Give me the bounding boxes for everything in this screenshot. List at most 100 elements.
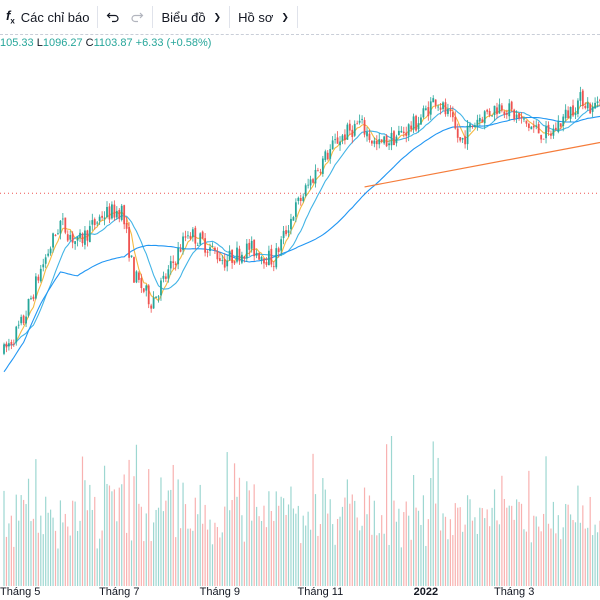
redo-button[interactable] bbox=[128, 0, 152, 34]
volume-bar bbox=[18, 520, 20, 586]
volume-bar bbox=[219, 537, 221, 586]
x-tick-label: Tháng 11 bbox=[297, 586, 344, 598]
volume-bar bbox=[371, 534, 373, 586]
volume-bar bbox=[332, 524, 334, 586]
volume-bar bbox=[312, 453, 314, 586]
candle-body bbox=[319, 171, 322, 173]
volume-bar bbox=[165, 500, 167, 586]
candle-body bbox=[179, 249, 182, 252]
volume-bar bbox=[25, 504, 27, 586]
candle-body bbox=[474, 125, 476, 128]
candle-body bbox=[172, 261, 175, 263]
candle-body bbox=[527, 123, 530, 128]
candle-body bbox=[189, 235, 192, 239]
candle-body bbox=[491, 115, 493, 117]
candle-body bbox=[218, 258, 221, 262]
volume-bar bbox=[23, 499, 25, 586]
candle-body bbox=[49, 248, 52, 254]
undo-button[interactable] bbox=[98, 0, 128, 34]
candle-body bbox=[177, 248, 180, 265]
candle-body bbox=[191, 229, 194, 238]
candle-body bbox=[25, 316, 27, 324]
volume-bar bbox=[197, 514, 199, 586]
candle-body bbox=[270, 248, 273, 265]
volume-bar bbox=[437, 457, 439, 586]
candle-body bbox=[3, 344, 5, 354]
volume-bar bbox=[287, 504, 290, 586]
candle-body bbox=[348, 123, 351, 131]
x-tick-label: Tháng 7 bbox=[99, 586, 140, 598]
candle-body bbox=[393, 131, 395, 146]
candle-body bbox=[513, 109, 516, 119]
candle-body bbox=[199, 233, 202, 245]
volume-bar bbox=[547, 523, 550, 586]
volume-bar bbox=[518, 501, 520, 586]
volume-bar bbox=[275, 491, 277, 586]
volume-bar bbox=[162, 511, 165, 586]
candle-body bbox=[164, 276, 167, 279]
volume-bar bbox=[64, 513, 66, 586]
volume-bar bbox=[565, 503, 567, 586]
ohlc-close-label: C bbox=[85, 37, 94, 49]
volume-bar bbox=[94, 496, 96, 586]
candle-body bbox=[525, 120, 528, 124]
candle-body bbox=[444, 102, 447, 115]
indicators-button[interactable]: fx Các chỉ báo bbox=[0, 0, 97, 34]
candle-body bbox=[297, 197, 300, 201]
candle-body bbox=[304, 185, 307, 196]
candle-body bbox=[277, 248, 280, 253]
volume-bar bbox=[179, 528, 182, 586]
candle-body bbox=[138, 272, 140, 280]
volume-bar bbox=[329, 499, 331, 586]
volume-bar bbox=[341, 506, 344, 586]
volume-bar bbox=[199, 484, 201, 586]
candle-body bbox=[248, 242, 251, 250]
volume-bar bbox=[381, 515, 383, 586]
candle-body bbox=[81, 233, 84, 244]
volume-bar bbox=[263, 505, 265, 586]
volume-bar bbox=[587, 527, 589, 586]
volume-bar bbox=[594, 524, 596, 586]
volume-bar bbox=[305, 525, 307, 586]
candle-body bbox=[160, 280, 162, 296]
candle-body bbox=[375, 140, 378, 145]
profile-dropdown[interactable]: Hồ sơ ❯ bbox=[230, 0, 297, 34]
volume-bar bbox=[388, 544, 390, 586]
candle-body bbox=[57, 233, 59, 235]
candle-body bbox=[454, 116, 457, 129]
volume-bar bbox=[530, 542, 532, 586]
candle-body bbox=[194, 227, 197, 244]
volume-bar bbox=[40, 515, 42, 586]
volume-bar bbox=[452, 535, 454, 586]
candle-body bbox=[299, 198, 302, 202]
candle-body bbox=[30, 298, 32, 300]
volume-bar bbox=[177, 479, 179, 586]
volume-bar bbox=[481, 508, 483, 586]
candle-body bbox=[169, 261, 172, 269]
candle-body bbox=[174, 263, 177, 265]
volume-bar bbox=[74, 501, 76, 586]
volume-bar bbox=[302, 515, 304, 586]
candle-body bbox=[596, 101, 599, 104]
candle-body bbox=[476, 119, 479, 126]
volume-bar bbox=[324, 489, 326, 586]
candle-body bbox=[79, 232, 81, 238]
volume-bar bbox=[238, 477, 241, 586]
candle-body bbox=[358, 120, 361, 123]
candle-body bbox=[540, 134, 543, 140]
candle-body bbox=[214, 247, 216, 251]
volume-bar bbox=[516, 499, 518, 586]
candle-body bbox=[545, 126, 547, 139]
candle-body bbox=[461, 137, 464, 140]
volume-bar bbox=[346, 479, 348, 586]
volume-bar bbox=[457, 507, 459, 586]
chart-type-dropdown[interactable]: Biểu đồ ❯ bbox=[153, 0, 229, 34]
candle-body bbox=[71, 233, 74, 243]
volume-bar bbox=[157, 507, 160, 586]
candle-body bbox=[123, 205, 126, 225]
volume-bar bbox=[432, 441, 434, 586]
volume-bar bbox=[101, 530, 103, 586]
candle-body bbox=[226, 260, 229, 267]
toolbar-divider bbox=[229, 6, 231, 28]
